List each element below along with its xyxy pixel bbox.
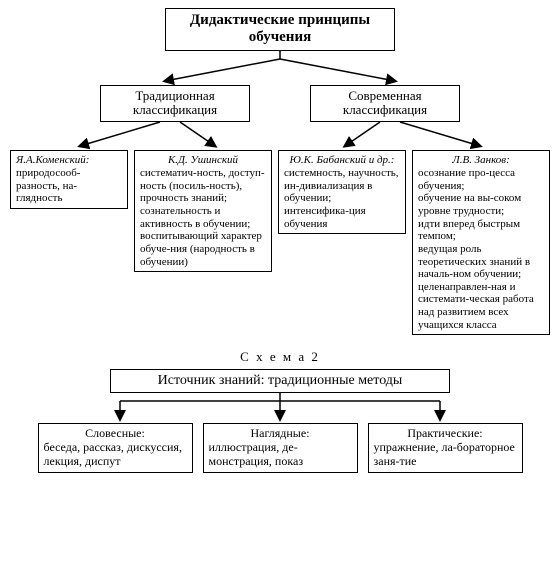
leaf-komensky-title: Я.А.Коменский:: [16, 154, 89, 166]
scheme1-trad-line2: классификация: [105, 103, 245, 118]
arrows-level2-to-leaves: [10, 122, 550, 150]
leaf-ushinsky: К.Д. Ушинский систематич-ность, доступ-н…: [134, 150, 272, 272]
leaf-ushinsky-title: К.Д. Ушинский: [140, 154, 266, 167]
leaf-visual: Наглядные: иллюстрация, де-монстрация, п…: [203, 423, 358, 472]
leaf-komensky-body: природосооб-разность, на-глядность: [16, 167, 80, 204]
leaf-zankov-title: Л.В. Занков:: [418, 154, 544, 167]
arrows-scheme2: [40, 393, 520, 423]
leaf-zankov: Л.В. Занков: осознание про-цесса обучени…: [412, 150, 550, 335]
leaf-babansky-body: системность, научность, ин-дивиализация …: [284, 167, 400, 230]
leaf-verbal-body: беседа, рассказ, дискуссия, лекция, дисп…: [44, 441, 187, 469]
arrows-root-to-level2: [70, 51, 490, 85]
scheme2-caption: С х е м а 2: [8, 349, 552, 365]
leaf-visual-title: Наглядные:: [209, 427, 352, 441]
leaf-babansky-title: Ю.К. Бабанский и др.:: [284, 154, 400, 167]
leaf-ushinsky-body: систематич-ность, доступ-ность (посиль-н…: [140, 167, 266, 268]
scheme2-root: Источник знаний: традиционные методы: [110, 369, 450, 393]
scheme1-root: Дидактические принципы обучения: [165, 8, 395, 51]
leaf-babansky: Ю.К. Бабанский и др.: системность, научн…: [278, 150, 406, 234]
leaf-practical-title: Практические:: [374, 427, 517, 441]
scheme1-trad: Традиционная классификация: [100, 85, 250, 123]
leaf-visual-body: иллюстрация, де-монстрация, показ: [209, 441, 352, 469]
scheme1-trad-line1: Традиционная: [105, 89, 245, 104]
leaf-verbal-title: Словесные:: [44, 427, 187, 441]
leaf-practical-body: упражнение, ла-бораторное заня-тие: [374, 441, 517, 469]
scheme2-root-text: Источник знаний: традиционные методы: [158, 373, 403, 388]
leaf-zankov-body: осознание про-цесса обучения; обучение н…: [418, 167, 544, 331]
scheme1-modern-line1: Современная: [315, 89, 455, 104]
scheme1-root-line2: обучения: [170, 29, 390, 46]
scheme1-root-line1: Дидактические принципы: [170, 12, 390, 29]
leaf-komensky: Я.А.Коменский: природосооб-разность, на-…: [10, 150, 128, 209]
leaf-verbal: Словесные: беседа, рассказ, дискуссия, л…: [38, 423, 193, 472]
leaf-practical: Практические: упражнение, ла-бораторное …: [368, 423, 523, 472]
scheme1-modern: Современная классификация: [310, 85, 460, 123]
scheme1-modern-line2: классификация: [315, 103, 455, 118]
